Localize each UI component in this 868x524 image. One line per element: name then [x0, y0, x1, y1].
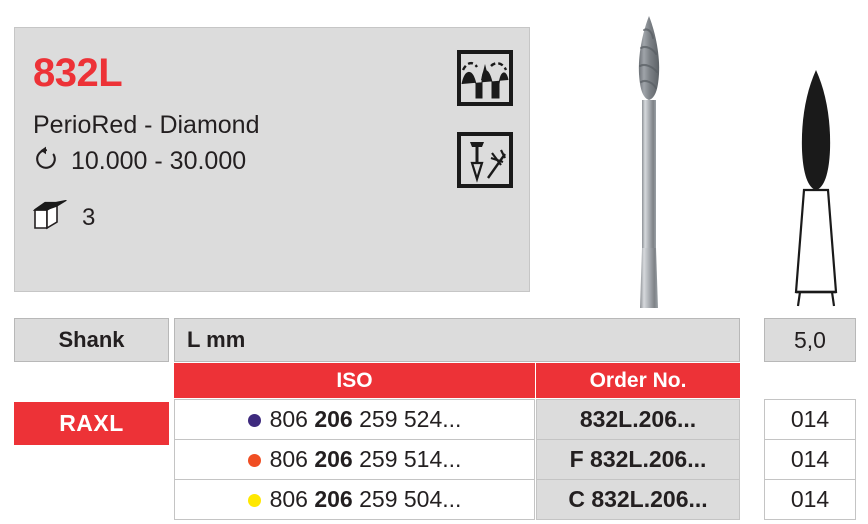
table-row: 806 206 259 514...: [174, 439, 535, 480]
package-quantity: 3: [82, 203, 96, 231]
diamond-bur-photo: [596, 8, 702, 308]
speed-value: 10.000 - 30.000: [71, 147, 247, 175]
size-2: 014: [790, 446, 830, 472]
order-no-cell-3: C 832L.206...: [536, 479, 740, 520]
rotation-arrow-icon: [33, 146, 59, 177]
order-no-1: 832L.206...: [579, 406, 697, 432]
column-header-iso: ISO: [174, 363, 535, 398]
column-header-length: L mm: [174, 318, 740, 362]
size-cell-1: 014: [764, 399, 856, 440]
iso-code-3: 806 206 259 504...: [247, 486, 461, 513]
page-title: 832L: [33, 51, 123, 95]
size-cell-3: 014: [764, 479, 856, 520]
column-header-shank-label: Shank: [58, 327, 125, 352]
order-no-3: C 832L.206...: [568, 486, 708, 512]
size-3: 014: [790, 486, 830, 512]
diamond-bur-silhouette: [774, 66, 858, 308]
gingiva-preparation-icon: [457, 50, 513, 106]
specification-table: Shank L mm 5,0 ISO Order No. RAXL 806 20…: [4, 318, 864, 520]
size-1: 014: [790, 406, 830, 432]
length-value: 5,0: [794, 326, 826, 353]
length-value-cell: 5,0: [764, 318, 856, 362]
shank-type-label: RAXL: [59, 410, 124, 436]
table-row: 806 206 259 504...: [174, 479, 535, 520]
iso-code-2: 806 206 259 514...: [247, 446, 461, 473]
table-row: 806 206 259 524...: [174, 399, 535, 440]
product-info-panel: 832L PerioRed - Diamond 10.000 - 30.000 …: [14, 27, 530, 292]
handpiece-bur-icon: [457, 132, 513, 188]
grit-dot-icon-3: [247, 494, 261, 507]
iso-code-1: 806 206 259 524...: [247, 406, 461, 433]
grit-dot-icon-2: [247, 454, 261, 467]
product-name: PerioRed - Diamond: [33, 111, 260, 139]
package-row: 3: [32, 199, 96, 235]
order-no-cell-2: F 832L.206...: [536, 439, 740, 480]
column-header-order-no-label: Order No.: [589, 368, 687, 392]
column-header-order-no: Order No.: [536, 363, 740, 398]
column-header-shank: Shank: [14, 318, 169, 362]
column-header-length-label: L mm: [187, 327, 246, 352]
order-no-cell-1: 832L.206...: [536, 399, 740, 440]
shank-type-badge: RAXL: [14, 402, 169, 445]
order-no-2: F 832L.206...: [569, 446, 707, 472]
open-box-icon: [32, 199, 69, 235]
grit-dot-icon-1: [247, 414, 261, 427]
size-cell-2: 014: [764, 439, 856, 480]
column-header-iso-label: ISO: [336, 368, 373, 392]
speed-row: 10.000 - 30.000: [33, 146, 246, 177]
